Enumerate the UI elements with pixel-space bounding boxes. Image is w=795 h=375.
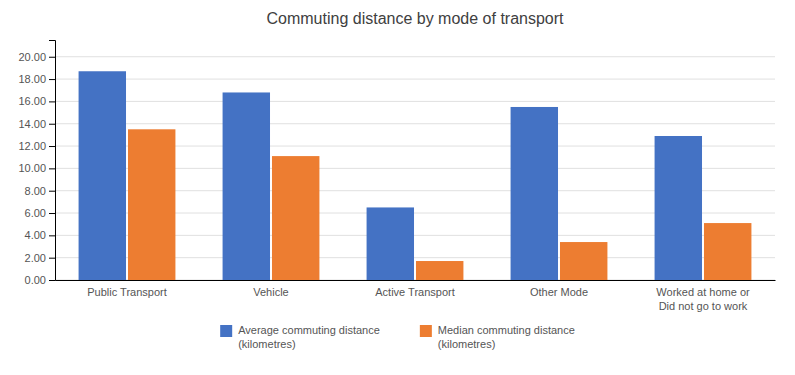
bar — [704, 223, 751, 280]
x-tick: Public Transport — [87, 286, 166, 298]
bar-series — [128, 129, 751, 280]
y-tick-label: 20.00 — [18, 51, 46, 63]
x-tick: Other Mode — [530, 286, 588, 298]
y-tick-label: 14.00 — [18, 118, 46, 130]
y-tick-label: 8.00 — [25, 185, 46, 197]
legend-label-line: Median commuting distance — [438, 324, 575, 336]
y-tick: 14.00 — [18, 118, 55, 130]
x-tick-label-line: Other Mode — [530, 286, 588, 298]
bar — [79, 71, 126, 280]
grid-line — [55, 101, 775, 102]
y-tick: 20.00 — [18, 51, 55, 63]
y-tick-label: 2.00 — [25, 252, 46, 264]
y-tick-mark — [49, 235, 55, 236]
x-tick-label: Other Mode — [530, 286, 588, 298]
bar — [223, 92, 270, 280]
bars — [79, 71, 752, 280]
y-tick-mark — [49, 168, 55, 169]
y-tick-mark — [49, 101, 55, 102]
legend-label: Median commuting distance (kilometres) — [438, 324, 575, 350]
y-tick-label: 0.00 — [25, 274, 46, 286]
bar — [560, 242, 607, 280]
chart: 0.00 2.00 4.00 6.00 8.00 10.00 12.00 14.00 16.00… — [0, 0, 795, 375]
legend-label-line: (kilometres) — [238, 338, 295, 350]
x-axis-line — [56, 280, 776, 281]
x-axis: Public Transport Vehicle Active Transport O… — [56, 281, 776, 312]
y-tick: 8.00 — [25, 185, 55, 197]
bar — [272, 156, 319, 280]
y-tick: 6.00 — [25, 207, 55, 219]
bar — [128, 129, 175, 280]
y-tick-mark — [49, 213, 55, 214]
y-tick-label: 16.00 — [18, 95, 46, 107]
y-axis-line — [49, 41, 56, 281]
bar — [416, 261, 463, 280]
x-tick: Active Transport — [375, 286, 454, 298]
y-tick: 0.00 — [25, 274, 55, 286]
x-tick-label: Public Transport — [87, 286, 166, 298]
grid-line — [55, 79, 775, 80]
legend: Average commuting distance(kilometres)Me… — [220, 324, 575, 350]
bar — [511, 107, 558, 280]
legend-entry: Average commuting distance (kilometres) — [220, 324, 380, 350]
legend-label-line: Average commuting distance — [238, 324, 380, 336]
legend-swatch — [220, 325, 232, 337]
y-tick: 10.00 — [18, 162, 55, 174]
title: Commuting distance by mode of transport — [266, 10, 564, 27]
y-tick-label: 6.00 — [25, 207, 46, 219]
bar-series — [79, 71, 702, 280]
x-tick-label-line: Public Transport — [87, 286, 166, 298]
x-tick: Vehicle — [253, 286, 288, 298]
x-tick: Worked at home or Did not go to work — [656, 286, 750, 312]
y-tick: 12.00 — [18, 140, 55, 152]
y-tick: 18.00 — [18, 73, 55, 85]
bar — [655, 136, 702, 280]
x-tick-label-line: Did not go to work — [659, 300, 748, 312]
y-tick-label: 12.00 — [18, 140, 46, 152]
x-tick-label: Active Transport — [375, 286, 454, 298]
y-tick-label: 4.00 — [25, 229, 46, 241]
y-axis: 0.00 2.00 4.00 6.00 8.00 10.00 12.00 14.00 16.00… — [18, 41, 55, 287]
y-tick-mark — [49, 124, 55, 125]
y-tick: 2.00 — [25, 252, 55, 264]
grid-line — [55, 123, 775, 124]
x-tick-label: Vehicle — [253, 286, 288, 298]
x-tick-label-line: Vehicle — [253, 286, 288, 298]
y-tick-mark — [49, 191, 55, 192]
y-tick: 4.00 — [25, 229, 55, 241]
grid — [55, 57, 775, 280]
y-tick-mark — [49, 146, 55, 147]
y-tick-mark — [49, 79, 55, 80]
y-tick-mark — [49, 57, 55, 58]
legend-swatch — [420, 325, 432, 337]
y-tick-label: 10.00 — [18, 162, 46, 174]
y-tick-mark — [49, 280, 55, 281]
y-tick: 16.00 — [18, 95, 55, 107]
bar — [367, 207, 414, 280]
y-tick-mark — [49, 258, 55, 259]
x-tick-label-line: Worked at home or — [656, 286, 750, 298]
legend-entry: Median commuting distance (kilometres) — [420, 324, 575, 350]
x-tick-label: Worked at home or Did not go to work — [656, 286, 750, 312]
grid-line — [55, 56, 775, 57]
legend-label: Average commuting distance (kilometres) — [238, 324, 380, 350]
x-tick-label-line: Active Transport — [375, 286, 454, 298]
legend-label-line: (kilometres) — [438, 338, 495, 350]
y-tick-label: 18.00 — [18, 73, 46, 85]
